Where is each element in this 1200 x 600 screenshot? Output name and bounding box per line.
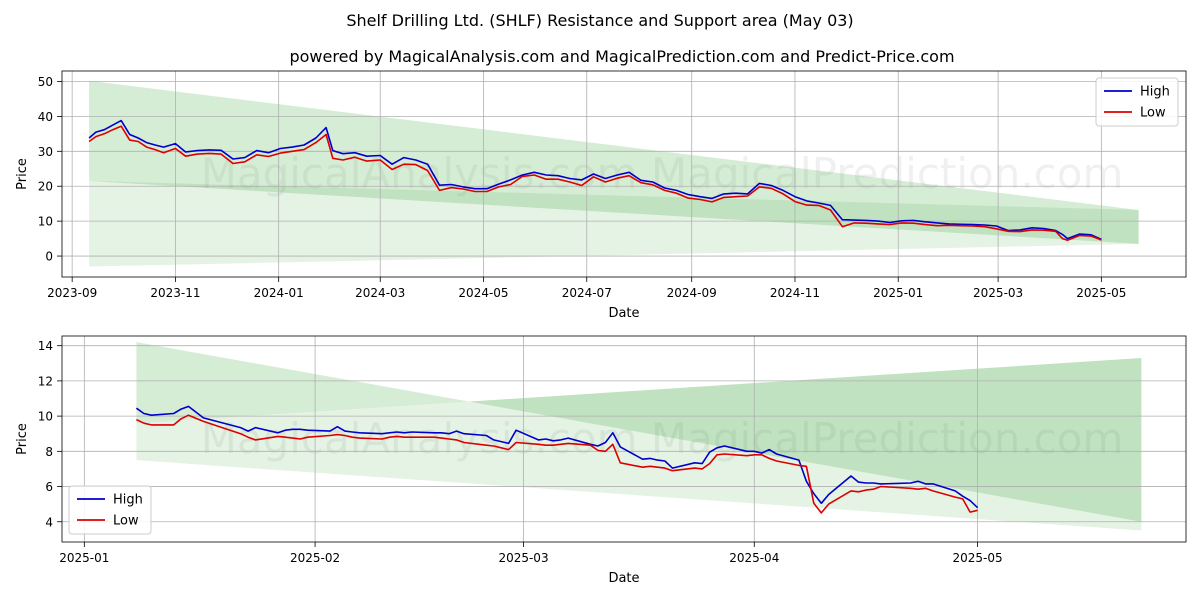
x-tick-label: 2024-09	[667, 286, 717, 300]
x-tick-label: 2025-03	[973, 286, 1023, 300]
y-axis-label: Price	[15, 423, 30, 455]
legend: High Low	[68, 485, 152, 535]
x-axis-label: Date	[608, 571, 639, 586]
legend-box	[1095, 77, 1179, 127]
axes-frame	[61, 335, 1187, 543]
x-tick-label: 2025-03	[498, 551, 548, 565]
figure-title: Shelf Drilling Ltd. (SHLF) Resistance an…	[346, 11, 853, 30]
resistance-band	[136, 342, 1142, 522]
legend: High Low	[1095, 77, 1179, 127]
x-tick-label: 2025-04	[729, 551, 779, 565]
y-tick-label: 4	[45, 515, 53, 529]
x-axis-label: Date	[608, 306, 639, 321]
y-tick-label: 30	[38, 145, 53, 159]
legend-box	[68, 485, 152, 535]
y-tick-label: 14	[38, 339, 53, 353]
x-tick-label: 2025-05	[1076, 286, 1126, 300]
resistance-band	[89, 80, 1139, 244]
y-axis-label: Price	[15, 158, 30, 190]
x-tick-label: 2023-09	[47, 286, 97, 300]
series-high-line	[135, 405, 979, 509]
x-tick-label: 2025-05	[953, 551, 1003, 565]
series-low-line	[88, 125, 1102, 242]
x-tick-label: 2024-05	[458, 286, 508, 300]
x-tick-label: 2024-01	[254, 286, 304, 300]
y-tick-label: 6	[45, 480, 53, 494]
x-tick-label: 2023-11	[150, 286, 200, 300]
y-tick-label: 20	[38, 180, 53, 194]
watermark: MagicalAnalysis.com MagicalPrediction.co…	[201, 414, 1124, 463]
bottom-chart: MagicalAnalysis.com MagicalPrediction.co…	[15, 335, 1187, 586]
x-tick-label: 2025-01	[59, 551, 109, 565]
legend-label-high: High	[1140, 85, 1170, 100]
figure-subtitle: powered by MagicalAnalysis.com and Magic…	[289, 47, 954, 66]
y-tick-label: 12	[38, 374, 53, 388]
y-tick-label: 8	[45, 445, 53, 459]
legend-label-low: Low	[1140, 106, 1166, 121]
support-band	[89, 180, 1139, 267]
legend-label-low: Low	[113, 514, 139, 529]
axes-frame	[61, 70, 1187, 278]
y-tick-label: 40	[38, 110, 53, 124]
y-tick-label: 50	[38, 75, 53, 89]
top-chart: MagicalAnalysis.com MagicalPrediction.co…	[15, 70, 1187, 321]
series-high-line	[88, 119, 1102, 241]
x-tick-label: 2024-07	[562, 286, 612, 300]
legend-label-high: High	[113, 493, 143, 508]
y-tick-label: 10	[38, 410, 53, 424]
series-low-line	[136, 414, 978, 514]
x-tick-label: 2025-01	[873, 286, 923, 300]
y-tick-label: 10	[38, 215, 53, 229]
x-tick-label: 2024-11	[770, 286, 820, 300]
x-tick-label: 2025-02	[290, 551, 340, 565]
x-tick-label: 2024-03	[355, 286, 405, 300]
y-tick-label: 0	[45, 250, 53, 264]
